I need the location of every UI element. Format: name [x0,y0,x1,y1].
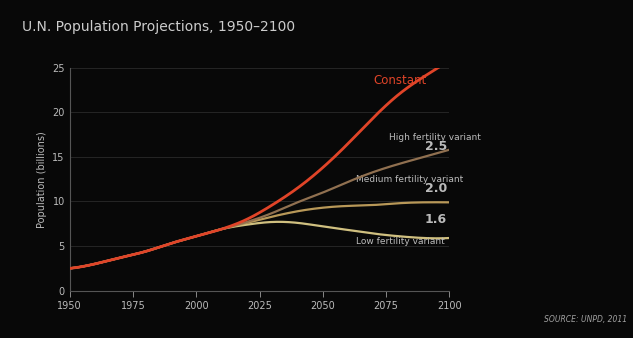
Text: High fertility variant: High fertility variant [389,133,480,142]
Text: Constant: Constant [373,74,427,88]
Text: Low fertility variant: Low fertility variant [356,237,444,246]
Text: U.N. Population Projections, 1950–2100: U.N. Population Projections, 1950–2100 [22,20,295,34]
Text: 2.5: 2.5 [425,140,447,153]
Text: Medium fertility variant: Medium fertility variant [356,175,463,184]
Text: 2.0: 2.0 [425,182,447,195]
Y-axis label: Population (billions): Population (billions) [37,131,47,227]
Text: 1.6: 1.6 [425,213,447,226]
Text: SOURCE: UNPD, 2011: SOURCE: UNPD, 2011 [544,315,627,324]
